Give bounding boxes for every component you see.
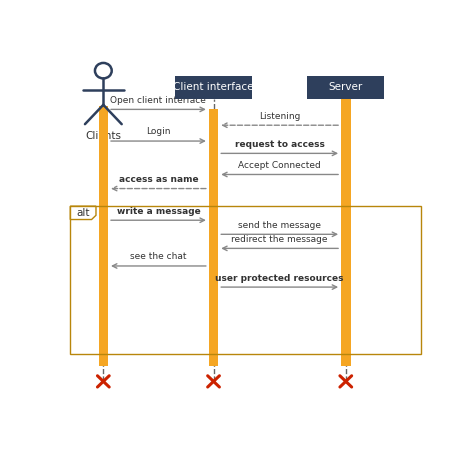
Text: access as name: access as name bbox=[118, 175, 198, 184]
Text: Server: Server bbox=[328, 82, 363, 92]
Bar bbox=[341, 99, 351, 366]
Text: write a message: write a message bbox=[117, 207, 201, 216]
Bar bbox=[99, 106, 108, 366]
Text: redirect the message: redirect the message bbox=[231, 235, 328, 244]
Text: Clients: Clients bbox=[85, 131, 121, 141]
Bar bbox=[70, 206, 421, 354]
Text: request to access: request to access bbox=[235, 140, 325, 149]
Bar bbox=[175, 76, 252, 99]
Text: Login: Login bbox=[146, 128, 171, 137]
Text: send the message: send the message bbox=[238, 221, 321, 230]
Text: see the chat: see the chat bbox=[130, 252, 187, 261]
Text: user protected resources: user protected resources bbox=[215, 273, 344, 282]
Text: Accept Connected: Accept Connected bbox=[238, 161, 321, 170]
Bar bbox=[307, 76, 384, 99]
Text: alt: alt bbox=[76, 208, 90, 218]
Text: Open client interface: Open client interface bbox=[110, 96, 206, 105]
Bar bbox=[209, 109, 219, 366]
Text: Client interface: Client interface bbox=[173, 82, 254, 92]
Text: Listening: Listening bbox=[259, 112, 301, 121]
